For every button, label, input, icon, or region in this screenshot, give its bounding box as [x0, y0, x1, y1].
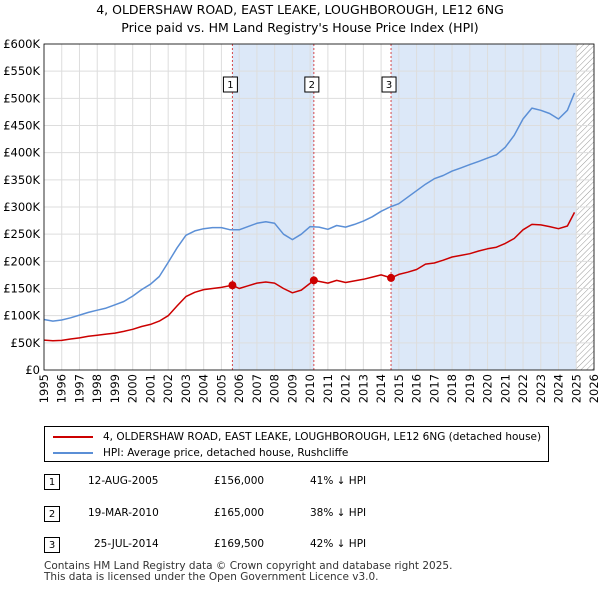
x-tick-label: 2006	[232, 374, 246, 403]
x-tick-label: 2015	[392, 374, 406, 403]
transaction-row: 3 25-JUL-2014 £169,500 42% ↓ HPI	[44, 537, 464, 555]
transaction-date: 19-MAR-2010	[88, 507, 159, 519]
footer-line-2: This data is licensed under the Open Gov…	[44, 571, 379, 583]
x-tick-label: 2026	[587, 374, 600, 403]
x-tick-label: 2010	[303, 374, 317, 403]
x-tick-label: 2017	[427, 374, 441, 403]
y-tick-label: £200K	[3, 254, 40, 268]
y-tick-label: £300K	[3, 200, 40, 214]
transaction-price: £156,000	[214, 475, 265, 487]
transaction-hpi-diff: 42% ↓ HPI	[310, 538, 367, 550]
y-tick-label: £550K	[3, 64, 40, 78]
x-tick-label: 2002	[161, 374, 175, 403]
transaction-price: £169,500	[214, 538, 265, 550]
x-tick-label: 2008	[268, 374, 282, 403]
x-tick-label: 2009	[285, 374, 299, 403]
x-tick-label: 2025	[569, 374, 583, 403]
y-tick-label: £450K	[3, 119, 40, 133]
x-tick-label: 2003	[179, 374, 193, 403]
transaction-row: 1 12-AUG-2005 £156,000 41% ↓ HPI	[44, 474, 464, 492]
transaction-hpi-diff: 38% ↓ HPI	[310, 507, 367, 519]
sale-number-box	[304, 76, 320, 93]
x-tick-label: 2011	[321, 374, 335, 403]
y-tick-label: £400K	[3, 146, 40, 160]
transaction-date: 12-AUG-2005	[88, 475, 159, 487]
y-tick-label: £50K	[11, 336, 41, 350]
sale-point	[309, 276, 318, 285]
x-tick-label: 2023	[534, 374, 548, 403]
x-tick-label: 2021	[498, 374, 512, 403]
sale-number-box	[381, 76, 397, 93]
transaction-date: 25-JUL-2014	[94, 538, 159, 550]
y-tick-label: £0	[25, 363, 40, 377]
y-tick-label: £150K	[3, 282, 40, 296]
transaction-row: 2 19-MAR-2010 £165,000 38% ↓ HPI	[44, 506, 464, 524]
transaction-number: 3	[44, 537, 60, 553]
legend-item-hpi: HPI: Average price, detached house, Rush…	[53, 446, 348, 460]
x-tick-label: 1999	[108, 374, 122, 403]
x-tick-label: 2001	[143, 374, 157, 403]
x-tick-label: 2024	[552, 374, 566, 403]
x-tick-label: 1996	[55, 374, 69, 403]
x-tick-label: 2012	[339, 374, 353, 403]
legend-label-hpi: HPI: Average price, detached house, Rush…	[103, 447, 349, 459]
x-tick-label: 2019	[463, 374, 477, 403]
sale-number-box	[222, 76, 238, 93]
legend-label-property: 4, OLDERSHAW ROAD, EAST LEAKE, LOUGHBORO…	[103, 431, 542, 443]
chart-subtitle: Price paid vs. HM Land Registry's House …	[121, 20, 479, 35]
y-tick-label: £600K	[3, 37, 40, 51]
legend-swatch-hpi	[53, 452, 93, 454]
legend-swatch-property	[53, 436, 93, 438]
x-tick-label: 2007	[250, 374, 264, 403]
x-tick-label: 1998	[90, 374, 104, 403]
sale-point	[228, 281, 237, 290]
x-tick-label: 2000	[126, 374, 140, 403]
legend-item-property: 4, OLDERSHAW ROAD, EAST LEAKE, LOUGHBORO…	[53, 430, 541, 444]
plot-border	[43, 43, 595, 371]
legend: 4, OLDERSHAW ROAD, EAST LEAKE, LOUGHBORO…	[44, 426, 549, 462]
sale-number-label: 2	[309, 80, 315, 91]
sale-number-label: 1	[227, 80, 233, 91]
hpi-line	[43, 92, 576, 322]
x-tick-label: 2020	[481, 374, 495, 403]
x-tick-label: 2016	[410, 374, 424, 403]
x-tick-label: 2022	[516, 374, 530, 403]
footer-line-1: Contains HM Land Registry data © Crown c…	[44, 560, 453, 572]
y-tick-label: £350K	[3, 173, 40, 187]
x-tick-label: 2018	[445, 374, 459, 403]
x-tick-label: 2013	[356, 374, 370, 403]
x-tick-label: 2005	[214, 374, 228, 403]
transaction-number: 1	[44, 474, 60, 490]
price-chart: £0 £50K £100K £150K £200K £250K £300K £350K £400…	[3, 37, 600, 403]
y-tick-label: £500K	[3, 91, 40, 105]
x-tick-label: 1997	[72, 374, 86, 403]
transaction-price: £165,000	[214, 507, 265, 519]
y-tick-label: £250K	[3, 227, 40, 241]
x-tick-label: 2014	[374, 374, 388, 403]
y-tick-label: £100K	[3, 309, 40, 323]
x-tick-label: 1995	[37, 374, 51, 403]
footer-attribution: Contains HM Land Registry data © Crown c…	[44, 561, 452, 583]
transaction-hpi-diff: 41% ↓ HPI	[310, 475, 367, 487]
transaction-number: 2	[44, 506, 60, 522]
chart-title: 4, OLDERSHAW ROAD, EAST LEAKE, LOUGHBORO…	[96, 2, 504, 17]
sale-number-label: 3	[386, 80, 392, 91]
sale-point	[387, 273, 396, 282]
x-tick-label: 2004	[197, 374, 211, 403]
